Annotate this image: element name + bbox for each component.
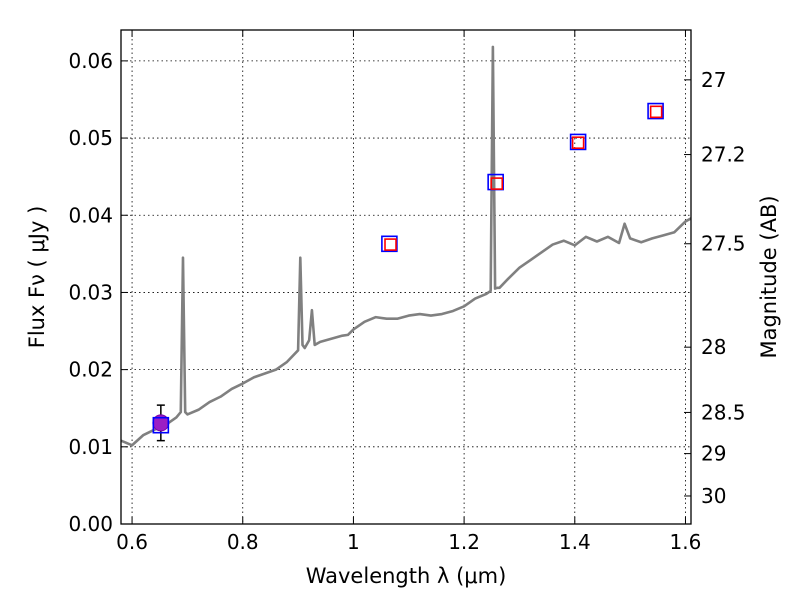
y-tick-label: 0.00 bbox=[68, 512, 113, 536]
plot-frame bbox=[120, 29, 692, 525]
axes-ticks: 0.6 0.8 1 1.2 1.4 1.6 0.00 0.01 0.02 0.03 0.04 0.05… bbox=[68, 30, 746, 554]
red-square-point bbox=[490, 177, 504, 190]
y2-tick-label: 28.5 bbox=[701, 400, 746, 424]
y-tick-label: 0.04 bbox=[68, 203, 113, 227]
y2-axis-label: Magnitude (AB) bbox=[757, 195, 781, 358]
y-tick-label: 0.02 bbox=[68, 358, 113, 382]
blue-square-point bbox=[381, 235, 398, 253]
y2-tick-label: 27.5 bbox=[701, 232, 746, 256]
x-tick-label: 1 bbox=[347, 530, 360, 554]
blue-square-point bbox=[647, 102, 664, 120]
y2-tick-label: 27.2 bbox=[701, 143, 746, 167]
y-tick-label: 0.03 bbox=[68, 280, 113, 304]
y2-tick-label: 27 bbox=[701, 68, 726, 92]
y2-tick-label: 30 bbox=[701, 484, 726, 508]
y-tick-label: 0.06 bbox=[68, 49, 113, 73]
x-tick-label: 1.6 bbox=[670, 530, 702, 554]
red-square-point bbox=[649, 105, 663, 119]
grid bbox=[121, 30, 691, 525]
x-tick-label: 0.6 bbox=[116, 530, 148, 554]
y2-tick-label: 28 bbox=[701, 335, 726, 359]
x-tick-label: 0.8 bbox=[227, 530, 259, 554]
x-tick-label: 1.2 bbox=[448, 530, 480, 554]
x-axis-label: Wavelength λ (μm) bbox=[306, 564, 507, 588]
spectrum-line bbox=[121, 45, 691, 447]
y-tick-label: 0.01 bbox=[68, 435, 113, 459]
plot-series bbox=[121, 45, 691, 447]
y2-tick-label: 29 bbox=[701, 442, 726, 466]
blue-square-point bbox=[569, 133, 587, 151]
y-tick-label: 0.05 bbox=[68, 126, 113, 150]
red-square-point bbox=[571, 136, 585, 149]
x-tick-label: 1.4 bbox=[559, 530, 591, 554]
y-axis-label: Flux Fν ( μJy ) bbox=[25, 206, 49, 349]
red-square-point bbox=[384, 238, 397, 251]
blue-square-point bbox=[152, 416, 170, 434]
